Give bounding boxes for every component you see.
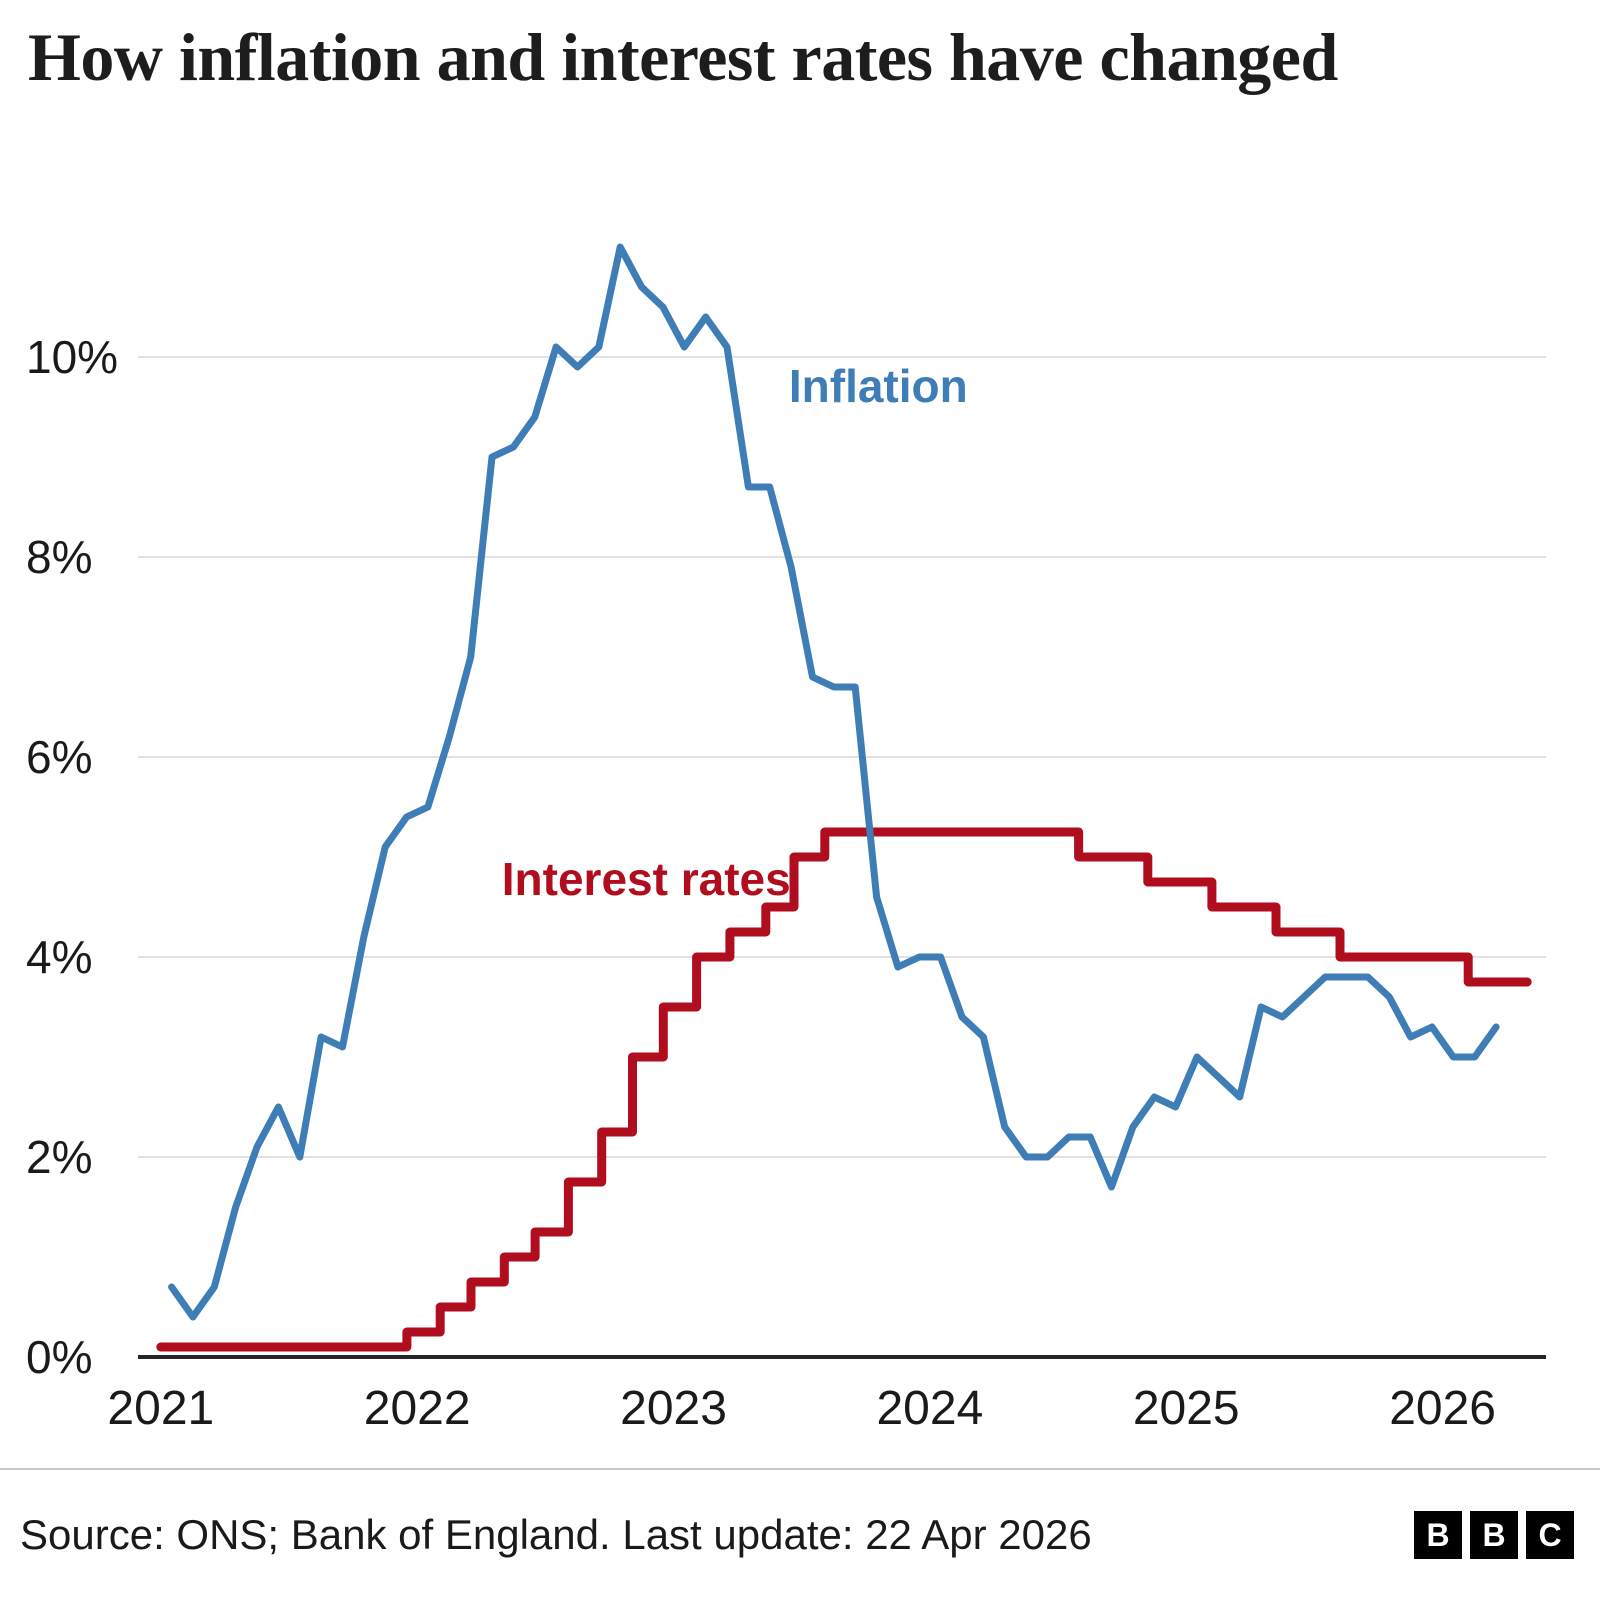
bbc-logo-letter-b1: B <box>1414 1511 1462 1559</box>
bbc-logo: B B C <box>1414 1511 1574 1559</box>
y-axis-tick-label: 0% <box>26 1331 92 1383</box>
x-axis-tick-label: 2021 <box>107 1382 214 1435</box>
bbc-logo-letter-b2: B <box>1470 1511 1518 1559</box>
source-note: Source: ONS; Bank of England. Last updat… <box>20 1511 1092 1558</box>
y-axis-tick-label: 10% <box>26 331 118 383</box>
x-axis-tick-label: 2024 <box>876 1382 983 1435</box>
interest-rates-line <box>156 827 1532 1352</box>
y-axis-tick-label: 6% <box>26 731 92 783</box>
y-axis-tick-label: 8% <box>26 531 92 583</box>
x-axis-tick-label: 2026 <box>1389 1382 1496 1435</box>
x-axis-tick-label: 2025 <box>1133 1382 1240 1435</box>
series-label-inflation: Inflation <box>789 360 968 412</box>
series-label-interest-rates: Interest rates <box>502 853 791 905</box>
line-chart: 0% 2% 4% 6% 8% 10% 2021 2022 2023 2024 2025 2026 Int… <box>26 243 1546 1435</box>
footer: Source: ONS; Bank of England. Last updat… <box>0 1468 1600 1600</box>
chart-title: How inflation and interest rates have ch… <box>28 19 1338 95</box>
x-axis-tick-label: 2023 <box>620 1382 727 1435</box>
x-axis-tick-label: 2022 <box>364 1382 471 1435</box>
bbc-logo-letter-c: C <box>1526 1511 1574 1559</box>
y-axis-tick-label: 4% <box>26 931 92 983</box>
inflation-line <box>168 243 1500 1321</box>
y-axis-tick-label: 2% <box>26 1131 92 1183</box>
